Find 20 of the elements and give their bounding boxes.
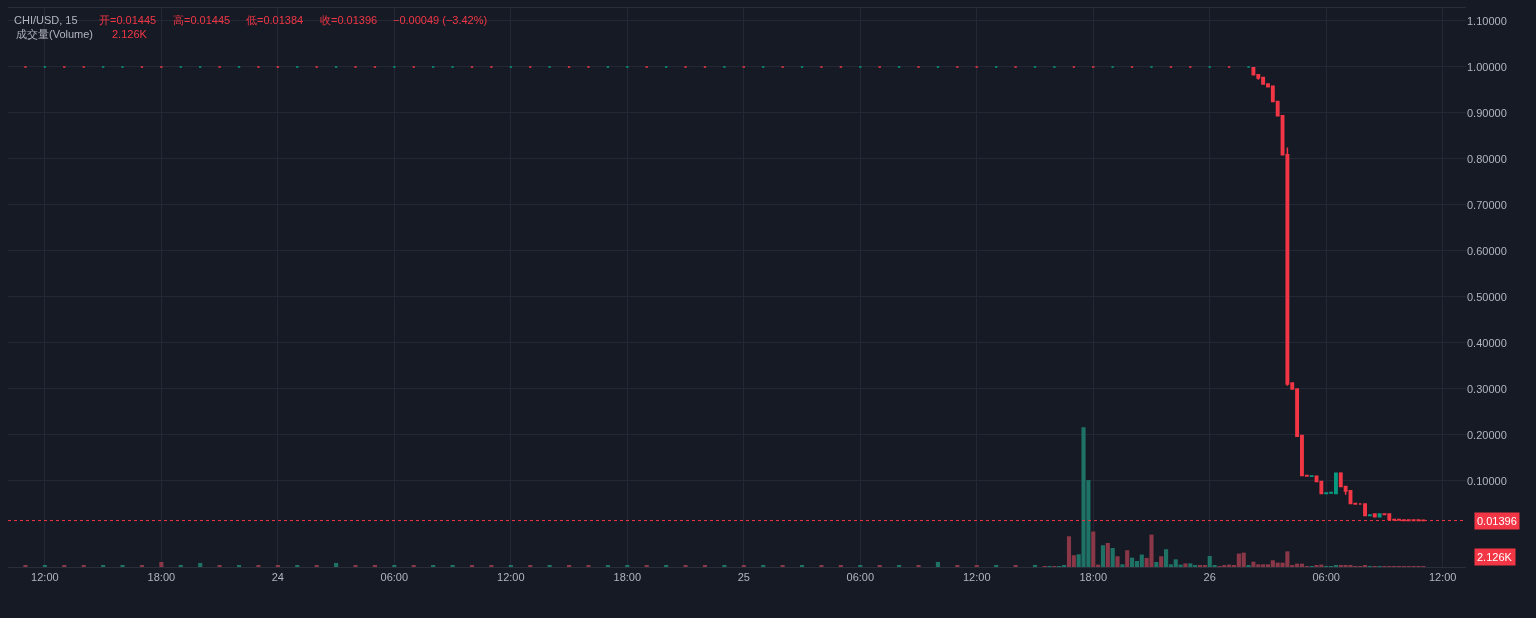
x-tick-label: 18:00 [147, 571, 176, 584]
x-tick-label: 12:00 [31, 571, 59, 584]
x-tick-label: 12:00 [1428, 571, 1457, 584]
x-tick-label: 12:00 [497, 571, 525, 584]
x-tick-label: 18:00 [613, 571, 642, 584]
annotation: 开=0.01445 [99, 14, 157, 26]
y-tick-label: 1.10000 [1467, 14, 1507, 27]
x-tick-label: 24 [271, 571, 284, 584]
x-tick-label: 06:00 [846, 571, 875, 584]
x-tick-label: 06:00 [1312, 571, 1340, 584]
annotation: 高=0.01445 [173, 14, 231, 26]
text: CHI/USD, 15 [14, 13, 78, 26]
annotation: −0.00049 (−3.42%) [393, 14, 488, 26]
x-tick-label: 25 [737, 571, 750, 584]
x-tick-label: 12:00 [962, 571, 991, 584]
x-tick-label: 18:00 [1079, 571, 1108, 584]
x-tick-label: 26 [1203, 571, 1216, 584]
annotation: 收=0.01396 [320, 14, 378, 26]
annotation: 低=0.01384 [246, 14, 304, 26]
x-tick-label: 06:00 [380, 571, 409, 584]
